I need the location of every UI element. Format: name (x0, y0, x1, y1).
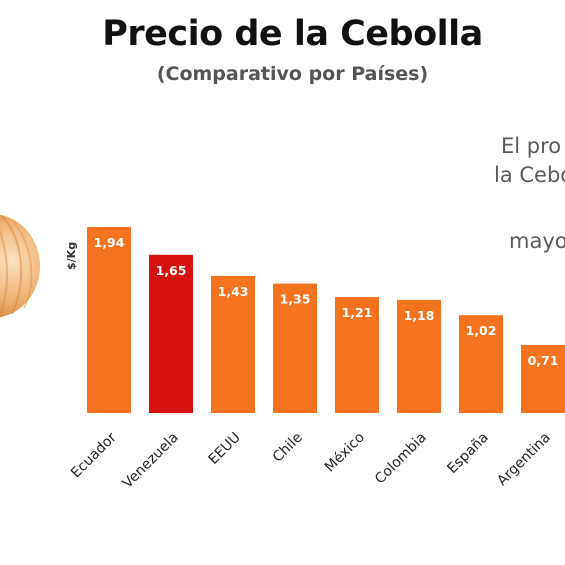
category-label-espana: España (444, 430, 491, 477)
category-label-chile: Chile (270, 430, 306, 466)
value-label-mexico: 1,21 (342, 305, 373, 320)
bar-chile (273, 283, 317, 413)
bar-mexico (335, 296, 379, 413)
bar-ecuador (87, 227, 131, 413)
bar-venezuela (149, 254, 193, 413)
bar-eeuu (211, 275, 255, 413)
bar-argentina (521, 344, 565, 413)
side-text-line-1: El pro (501, 134, 562, 158)
bar-colombia (397, 299, 441, 413)
category-label-ecuador: Ecuador (68, 429, 120, 481)
side-text-line-2: la Cebo (494, 163, 565, 187)
category-label-argentina: Argentina (494, 430, 554, 490)
category-label-colombia: Colombia (372, 430, 430, 488)
value-label-colombia: 1,18 (404, 308, 435, 323)
value-label-espana: 1,02 (466, 323, 497, 338)
value-label-chile: 1,35 (280, 292, 311, 307)
category-label-mexico: México (322, 430, 368, 476)
value-label-ecuador: 1,94 (94, 235, 125, 250)
onion-image (0, 214, 40, 318)
y-axis-label: $/Kg (65, 242, 78, 270)
chart-subtitle: (Comparativo por Países) (156, 63, 429, 85)
category-label-venezuela: Venezuela (120, 430, 182, 492)
bar-espana (459, 315, 503, 413)
bars-group: 1,94 Ecuador 1,65 Venezuela 1,43 EEUU 1,35 Chil… (68, 227, 565, 492)
chart-title: Precio de la Cebolla (102, 14, 483, 54)
value-label-eeuu: 1,43 (218, 284, 249, 299)
value-label-argentina: 0,71 (528, 353, 559, 368)
side-text-line-3: mayo (509, 229, 565, 253)
category-label-eeuu: EEUU (206, 430, 244, 468)
value-label-venezuela: 1,65 (156, 263, 187, 278)
